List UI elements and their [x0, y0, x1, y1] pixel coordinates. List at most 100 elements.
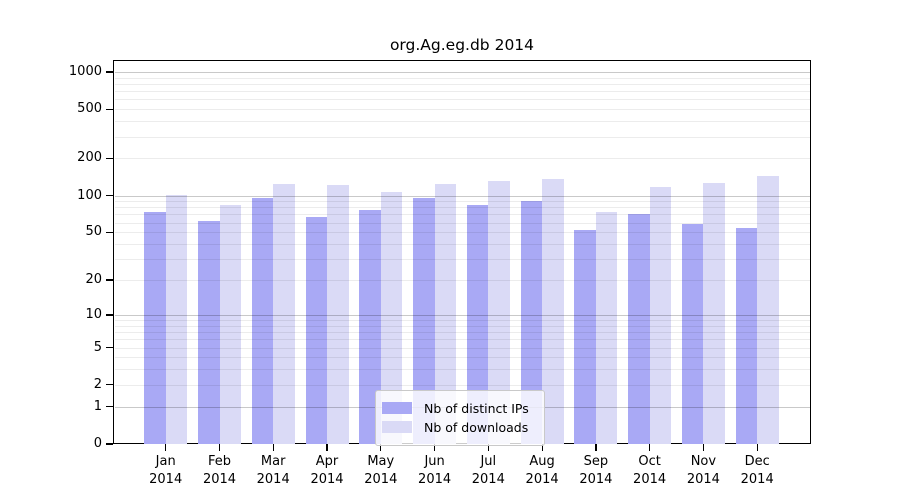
bar-nb-of-distinct-ips-may: [359, 210, 381, 444]
x-tick-jul: [487, 444, 489, 451]
x-tick-feb: [218, 444, 221, 451]
x-tick-label-sep: Sep 2014: [568, 453, 624, 488]
y-tick-label-1000: 1000: [68, 63, 102, 79]
y-tick-label-50: 50: [85, 224, 102, 240]
bar-nb-of-downloads-dec: [757, 176, 779, 444]
x-tick-label-mar: Mar 2014: [245, 453, 301, 488]
bar-nb-of-distinct-ips-aug: [520, 200, 543, 444]
x-tick-label-may: May 2014: [353, 453, 409, 488]
legend: Nb of distinct IPs Nb of downloads: [375, 390, 545, 446]
x-tick-label-year: 2014: [579, 471, 613, 487]
bar-nb-of-distinct-ips-jan: [144, 211, 166, 444]
x-tick-label-apr: Apr 2014: [299, 453, 355, 488]
x-tick-dec: [756, 444, 758, 451]
y-tick-200: [106, 157, 113, 160]
y-tick-label-10: 10: [85, 306, 102, 322]
x-tick-label-year: 2014: [740, 471, 774, 487]
y-tick-label-100: 100: [77, 187, 102, 203]
x-tick-label-oct: Oct 2014: [622, 453, 678, 488]
x-tick-label-year: 2014: [202, 471, 237, 487]
bar-nb-of-downloads-feb: [219, 204, 241, 444]
bar-nb-of-downloads-nov: [703, 183, 725, 444]
bar-nb-of-distinct-ips-nov: [681, 224, 704, 444]
x-tick-label-year: 2014: [256, 471, 290, 487]
y-tick-label-5: 5: [93, 339, 102, 355]
x-tick-label-month: Nov: [690, 454, 717, 469]
x-tick-sep: [595, 444, 597, 451]
legend-label-distinct-ips: Nb of distinct IPs: [424, 400, 529, 416]
y-tick-20: [106, 279, 113, 281]
bar-nb-of-downloads-jun: [434, 184, 457, 444]
y-tick-5: [106, 346, 113, 349]
legend-label-downloads: Nb of downloads: [424, 419, 529, 435]
y-tick-0: [106, 443, 113, 445]
bar-nb-of-distinct-ips-sep: [574, 230, 596, 444]
y-tick-100: [106, 194, 113, 197]
y-tick-1: [106, 406, 113, 408]
x-tick-label-feb: Feb 2014: [192, 453, 248, 488]
x-tick-aug: [541, 444, 543, 451]
x-tick-label-month: Sep: [583, 454, 609, 469]
x-tick-label-month: Jan: [155, 454, 176, 469]
y-tick-10: [106, 314, 113, 316]
bar-nb-of-downloads-jan: [165, 194, 188, 444]
x-tick-label-month: May: [367, 454, 395, 469]
bar-nb-of-distinct-ips-apr: [305, 216, 327, 444]
legend-row-distinct-ips: Nb of distinct IPs: [382, 400, 536, 416]
x-tick-label-year: 2014: [418, 471, 452, 487]
bar-nb-of-downloads-may: [380, 192, 403, 444]
x-tick-label-year: 2014: [310, 471, 344, 487]
y-tick-label-500: 500: [77, 101, 102, 117]
y-tick-1000: [106, 71, 113, 73]
y-tick-label-200: 200: [77, 150, 102, 166]
x-tick-label-year: 2014: [686, 471, 720, 487]
bar-nb-of-distinct-ips-feb: [198, 220, 220, 444]
y-tick-label-2: 2: [93, 376, 102, 392]
y-tick-label-1: 1: [93, 398, 102, 414]
y-tick-50: [106, 231, 113, 233]
y-tick-2: [106, 384, 113, 386]
x-tick-label-year: 2014: [525, 471, 559, 487]
bar-nb-of-downloads-apr: [327, 185, 349, 444]
x-tick-apr: [326, 444, 328, 451]
y-tick-500: [106, 108, 113, 110]
x-tick-label-month: Aug: [529, 454, 555, 469]
x-tick-jan: [165, 444, 167, 451]
legend-row-downloads: Nb of downloads: [382, 419, 536, 435]
x-tick-nov: [702, 444, 705, 451]
x-tick-label-month: Dec: [744, 454, 770, 469]
bar-nb-of-downloads-aug: [542, 178, 564, 444]
x-tick-label-year: 2014: [149, 471, 183, 487]
y-tick-label-20: 20: [85, 272, 102, 287]
legend-swatch-downloads: [382, 421, 412, 433]
x-tick-jun: [433, 444, 436, 451]
x-tick-oct: [649, 444, 651, 451]
x-tick-label-jan: Jan 2014: [138, 453, 194, 488]
x-tick-label-jul: Jul 2014: [460, 453, 516, 488]
x-tick-label-dec: Dec 2014: [729, 453, 785, 488]
x-tick-label-month: Jun: [424, 454, 445, 469]
x-tick-label-month: Oct: [638, 454, 661, 469]
bar-nb-of-distinct-ips-oct: [628, 214, 650, 444]
bar-nb-of-distinct-ips-dec: [735, 228, 758, 444]
x-tick-may: [380, 444, 382, 451]
legend-swatch-distinct-ips: [382, 402, 412, 414]
x-tick-label-year: 2014: [471, 471, 505, 487]
x-tick-label-month: Mar: [260, 454, 286, 469]
x-tick-label-year: 2014: [633, 471, 667, 487]
x-tick-label-nov: Nov 2014: [675, 453, 731, 488]
x-tick-label-aug: Aug 2014: [514, 453, 570, 488]
bar-nb-of-downloads-sep: [595, 211, 618, 444]
x-tick-label-jun: Jun 2014: [407, 453, 463, 488]
chart-title: org.Ag.eg.db 2014: [389, 36, 535, 54]
x-tick-label-month: Jul: [480, 454, 497, 469]
bar-nb-of-downloads-mar: [273, 184, 295, 444]
x-tick-mar: [272, 444, 274, 451]
bar-nb-of-distinct-ips-mar: [251, 197, 274, 444]
y-tick-label-0: 0: [93, 436, 102, 451]
x-tick-label-month: Feb: [207, 454, 232, 469]
bar-nb-of-downloads-oct: [649, 186, 672, 444]
x-tick-label-month: Apr: [315, 454, 339, 469]
bar-nb-of-distinct-ips-jul: [466, 204, 489, 444]
